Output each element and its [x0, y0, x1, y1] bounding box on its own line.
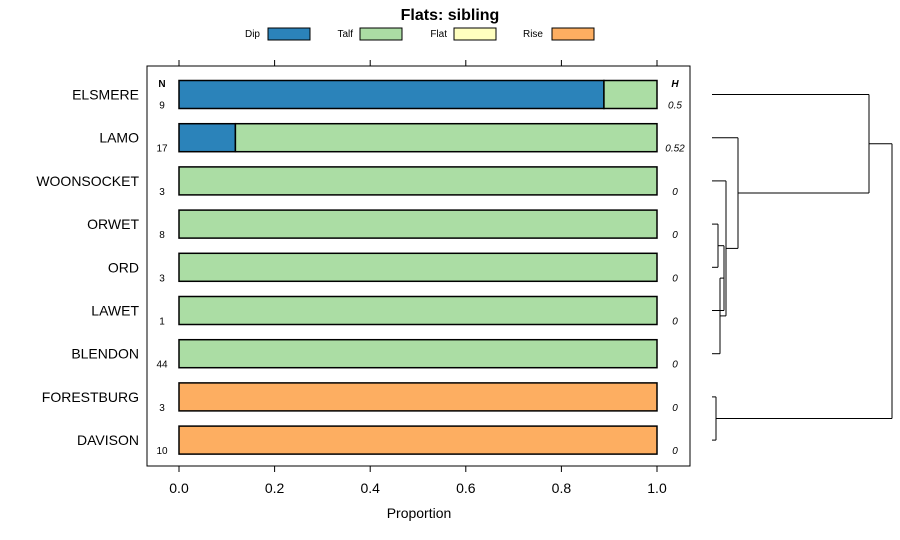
legend-label-talf: Talf: [337, 29, 353, 40]
plot-panel: [146, 65, 691, 467]
row-label: LAMO: [99, 130, 139, 146]
legend-label-rise: Rise: [523, 29, 543, 40]
x-tick-label: 0.2: [265, 480, 285, 496]
bar-segment-talf: [178, 209, 658, 239]
row-label: LAWET: [91, 303, 139, 319]
bar-segment-talf: [178, 295, 658, 326]
row-orwet: ORWET 8 0: [87, 209, 678, 241]
row-n-value: 44: [156, 360, 168, 371]
dendrogram: [712, 94, 893, 441]
x-tick-label: 0.8: [552, 480, 572, 496]
row-h-value: 0: [672, 273, 678, 284]
x-tick-label: 0.4: [360, 480, 380, 496]
legend-label-dip: Dip: [245, 29, 260, 40]
row-h-value: 0: [672, 230, 678, 241]
row-label: FORESTBURG: [42, 389, 139, 405]
row-davison: DAVISON 10 0: [77, 425, 678, 457]
row-n-value: 3: [159, 273, 165, 284]
row-h-value: 0: [672, 360, 678, 371]
x-tick-label: 1.0: [647, 480, 667, 496]
row-elsmere: ELSMERE 9 0.5: [72, 79, 682, 112]
row-h-value: 0: [672, 403, 678, 414]
bar-segment-talf: [178, 252, 658, 283]
x-tick-label: 0.6: [456, 480, 476, 496]
row-h-value: 0.52: [665, 144, 685, 155]
bar-rows: ELSMERE 9 0.5 LAMO 17 0.52 WOONSOCKET 3 0 ORWET 8 0…: [36, 79, 685, 457]
row-label: WOONSOCKET: [36, 173, 139, 189]
n-column-header: N: [158, 79, 165, 90]
x-tick-label: 0.0: [169, 480, 189, 496]
row-n-value: 3: [159, 403, 165, 414]
row-n-value: 9: [159, 101, 165, 112]
row-woonsocket: WOONSOCKET 3 0: [36, 166, 678, 198]
row-label: ORWET: [87, 216, 139, 232]
bar-segment-talf: [603, 79, 658, 110]
row-forestburg: FORESTBURG 3 0: [42, 382, 678, 414]
row-label: ELSMERE: [72, 87, 139, 103]
bar-segment-talf: [178, 338, 658, 369]
bar-segment-rise: [178, 382, 658, 412]
x-axis-label: Proportion: [387, 505, 452, 521]
row-blendon: BLENDON 44 0: [71, 338, 678, 371]
chart-title: Flats: sibling: [401, 7, 500, 24]
row-h-value: 0.5: [668, 101, 682, 112]
legend-swatch-talf: [359, 27, 403, 41]
row-label: BLENDON: [71, 346, 139, 362]
row-n-value: 17: [156, 144, 168, 155]
row-label: ORD: [108, 259, 139, 275]
row-label: DAVISON: [77, 432, 139, 448]
legend-swatch-flat: [453, 27, 497, 41]
bar-segment-dip: [178, 79, 605, 110]
row-lamo: LAMO 17 0.52: [99, 122, 685, 155]
top-axis-ticks: [178, 60, 658, 66]
legend-swatch-rise: [551, 27, 595, 41]
row-ord: ORD 3 0: [108, 252, 678, 284]
bar-segment-rise: [178, 425, 658, 455]
legend-swatch-dip: [267, 27, 311, 41]
row-h-value: 0: [672, 317, 678, 328]
row-h-value: 0: [672, 446, 678, 457]
row-n-value: 10: [156, 446, 168, 457]
bar-segment-dip: [178, 122, 237, 153]
bar-segment-talf: [178, 166, 658, 196]
legend: Dip Talf Flat Rise: [245, 27, 595, 41]
row-lawet: LAWET 1 0: [91, 295, 678, 328]
h-column-header: H: [671, 79, 679, 90]
row-h-value: 0: [672, 187, 678, 198]
legend-label-flat: Flat: [430, 29, 447, 40]
bar-segment-talf: [234, 122, 658, 153]
row-n-value: 1: [159, 317, 165, 328]
row-n-value: 3: [159, 187, 165, 198]
row-n-value: 8: [159, 230, 165, 241]
x-axis: 0.0 0.2 0.4 0.6 0.8 1.0: [169, 466, 667, 496]
